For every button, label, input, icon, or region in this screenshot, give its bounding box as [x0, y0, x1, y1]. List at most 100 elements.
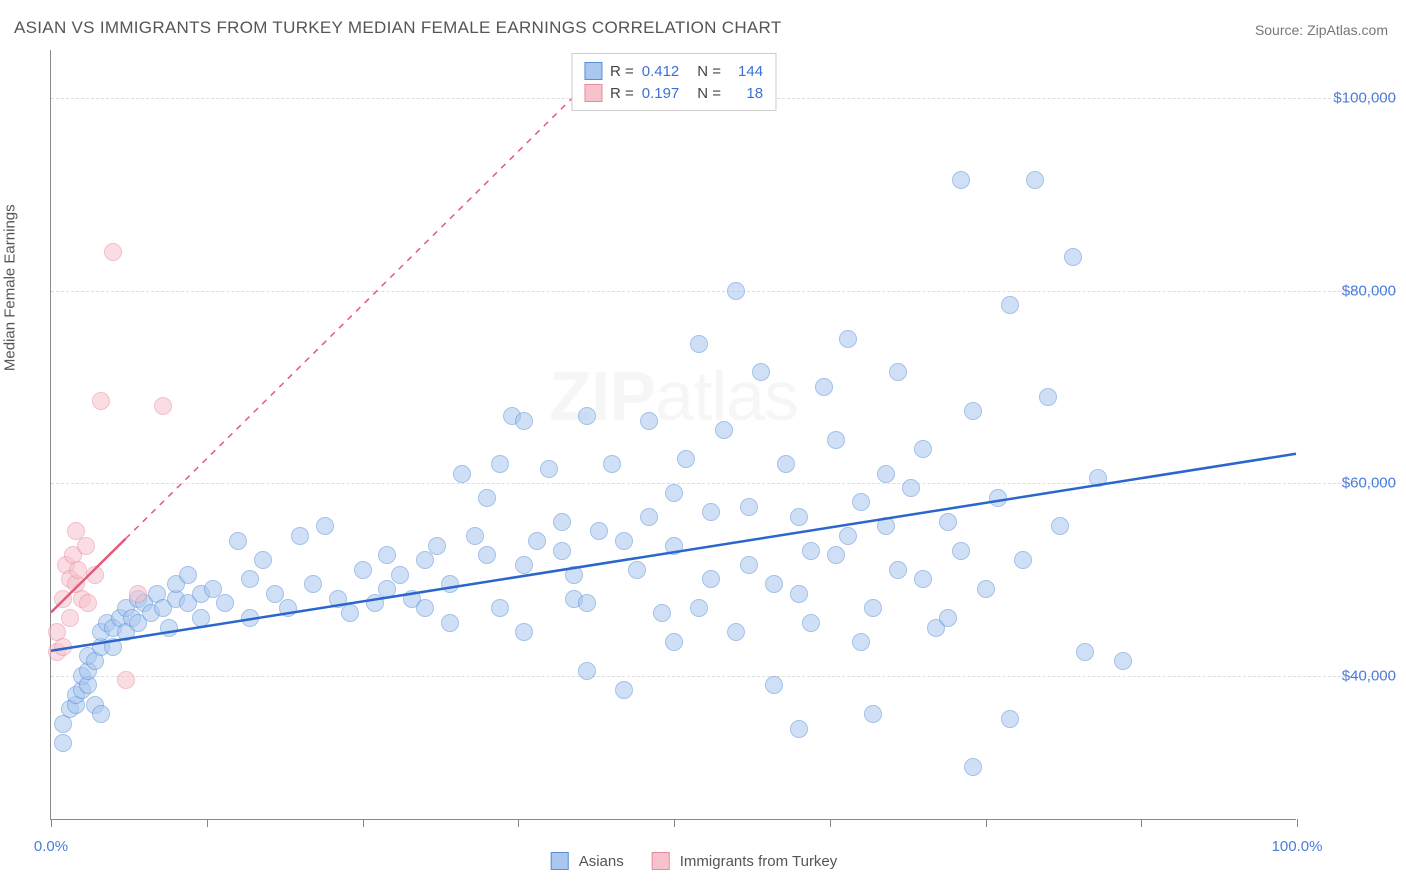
- y-tick-label: $40,000: [1306, 667, 1396, 684]
- legend-r-label: R =: [610, 85, 634, 102]
- gridline: [51, 676, 1396, 677]
- data-point: [715, 421, 733, 439]
- data-point: [441, 575, 459, 593]
- data-point: [877, 517, 895, 535]
- data-point: [977, 580, 995, 598]
- data-point: [54, 638, 72, 656]
- data-point: [129, 585, 147, 603]
- data-point: [428, 537, 446, 555]
- data-point: [553, 542, 571, 560]
- data-point: [665, 537, 683, 555]
- legend-swatch: [551, 852, 569, 870]
- data-point: [790, 720, 808, 738]
- legend-stat-row: R = 0.412N = 144: [584, 60, 763, 82]
- legend-n-value: 18: [729, 85, 763, 102]
- x-tick: [363, 819, 364, 827]
- data-point: [565, 566, 583, 584]
- data-point: [61, 609, 79, 627]
- x-tick: [674, 819, 675, 827]
- data-point: [1089, 469, 1107, 487]
- data-point: [653, 604, 671, 622]
- data-point: [478, 546, 496, 564]
- data-point: [827, 546, 845, 564]
- data-point: [952, 542, 970, 560]
- legend-r-value: 0.197: [642, 85, 680, 102]
- data-point: [241, 570, 259, 588]
- legend-series-label: Immigrants from Turkey: [680, 853, 838, 870]
- data-point: [160, 619, 178, 637]
- data-point: [964, 402, 982, 420]
- data-point: [216, 594, 234, 612]
- x-tick: [830, 819, 831, 827]
- gridline: [51, 291, 1396, 292]
- data-point: [279, 599, 297, 617]
- legend-series-label: Asians: [579, 853, 624, 870]
- data-point: [1001, 296, 1019, 314]
- data-point: [254, 551, 272, 569]
- chart-container: ASIAN VS IMMIGRANTS FROM TURKEY MEDIAN F…: [0, 0, 1406, 892]
- legend-stat-row: R = 0.197N = 18: [584, 82, 763, 104]
- data-point: [889, 363, 907, 381]
- data-point: [1076, 643, 1094, 661]
- data-point: [889, 561, 907, 579]
- x-tick: [51, 819, 52, 827]
- plot-area: ZIPatlas R = 0.412N = 144R = 0.197N = 18…: [50, 50, 1296, 820]
- data-point: [839, 527, 857, 545]
- data-point: [765, 676, 783, 694]
- data-point: [416, 551, 434, 569]
- x-tick: [986, 819, 987, 827]
- data-point: [515, 556, 533, 574]
- data-point: [540, 460, 558, 478]
- data-point: [603, 455, 621, 473]
- data-point: [478, 489, 496, 507]
- data-point: [391, 566, 409, 584]
- data-point: [628, 561, 646, 579]
- data-point: [665, 633, 683, 651]
- x-tick: [1297, 819, 1298, 827]
- data-point: [740, 498, 758, 516]
- data-point: [92, 392, 110, 410]
- legend-swatch: [584, 84, 602, 102]
- data-point: [341, 604, 359, 622]
- data-point: [179, 566, 197, 584]
- data-point: [154, 397, 172, 415]
- legend-r-label: R =: [610, 63, 634, 80]
- data-point: [790, 585, 808, 603]
- data-point: [1039, 388, 1057, 406]
- data-point: [665, 484, 683, 502]
- data-point: [316, 517, 334, 535]
- data-point: [1001, 710, 1019, 728]
- data-point: [416, 599, 434, 617]
- data-point: [702, 503, 720, 521]
- trend-lines: [51, 50, 1296, 819]
- data-point: [528, 532, 546, 550]
- data-point: [952, 171, 970, 189]
- x-tick-label: 0.0%: [34, 838, 68, 855]
- data-point: [914, 570, 932, 588]
- data-point: [1114, 652, 1132, 670]
- data-point: [640, 412, 658, 430]
- data-point: [815, 378, 833, 396]
- data-point: [86, 566, 104, 584]
- data-point: [939, 609, 957, 627]
- x-tick: [518, 819, 519, 827]
- data-point: [453, 465, 471, 483]
- data-point: [877, 465, 895, 483]
- data-point: [1014, 551, 1032, 569]
- data-point: [578, 662, 596, 680]
- y-axis-label: Median Female Earnings: [2, 204, 19, 371]
- data-point: [354, 561, 372, 579]
- source-attribution: Source: ZipAtlas.com: [1255, 22, 1388, 38]
- data-point: [640, 508, 658, 526]
- legend-swatch: [652, 852, 670, 870]
- gridline: [51, 483, 1396, 484]
- data-point: [378, 580, 396, 598]
- data-point: [92, 705, 110, 723]
- x-tick-label: 100.0%: [1272, 838, 1323, 855]
- data-point: [104, 243, 122, 261]
- legend-swatch: [584, 62, 602, 80]
- data-point: [578, 594, 596, 612]
- data-point: [852, 493, 870, 511]
- data-point: [515, 623, 533, 641]
- data-point: [802, 542, 820, 560]
